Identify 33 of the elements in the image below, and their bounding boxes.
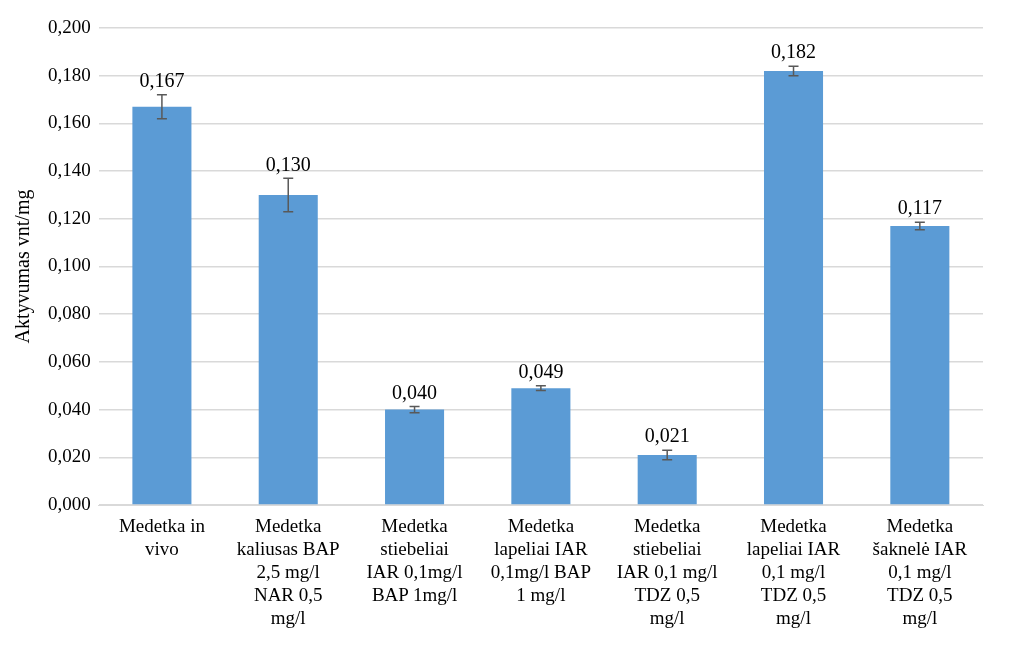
y-tick-label: 0,120 bbox=[48, 206, 91, 228]
bar bbox=[890, 225, 950, 505]
y-tick-label: 0,140 bbox=[48, 159, 91, 181]
data-label: 0,182 bbox=[771, 40, 817, 63]
x-tick-label: Medetka lapeliai IAR 0,1 mg/l TDZ 0,5 mg/l bbox=[746, 515, 841, 628]
y-tick-label: 0,180 bbox=[48, 63, 91, 85]
data-label: 0,167 bbox=[139, 69, 185, 92]
data-label: 0,117 bbox=[897, 196, 942, 219]
x-tick-label: Medetka stiebeliai IAR 0,1 mg/l TDZ 0,5 mg/l bbox=[616, 515, 718, 628]
y-tick-label: 0,040 bbox=[48, 397, 91, 419]
x-tick-label: Medetka stiebeliai IAR 0,1mg/l BAP 1mg/l bbox=[366, 515, 463, 605]
y-tick-label: 0,160 bbox=[48, 111, 91, 133]
data-label: 0,040 bbox=[392, 380, 438, 403]
y-tick-label: 0,060 bbox=[48, 349, 91, 371]
y-axis-title: Aktyvumas vnt/mg bbox=[11, 189, 35, 344]
bar bbox=[385, 409, 445, 505]
bar bbox=[258, 194, 318, 505]
bar bbox=[637, 454, 697, 505]
bar bbox=[511, 388, 571, 505]
x-tick-label: Medetka in vivo bbox=[118, 515, 206, 560]
bar bbox=[763, 70, 824, 505]
x-tick-label: Medetka šaknelė IAR 0,1 mg/l TDZ 0,5 mg/l bbox=[872, 515, 968, 628]
x-tick-label: Medetka lapeliai IAR 0,1mg/l BAP 1 mg/l bbox=[490, 515, 592, 605]
bar bbox=[132, 106, 192, 505]
y-tick-label: 0,100 bbox=[48, 254, 91, 276]
y-tick-label: 0,080 bbox=[48, 302, 91, 324]
y-tick-label: 0,000 bbox=[48, 492, 91, 514]
data-label: 0,049 bbox=[518, 360, 564, 382]
y-tick-label: 0,200 bbox=[48, 15, 91, 37]
y-tick-label: 0,020 bbox=[48, 445, 91, 467]
data-label: 0,021 bbox=[644, 424, 690, 447]
x-tick-label: Medetka kaliusas BAP 2,5 mg/l NAR 0,5 mg/l bbox=[236, 515, 340, 628]
data-label: 0,130 bbox=[265, 152, 311, 175]
